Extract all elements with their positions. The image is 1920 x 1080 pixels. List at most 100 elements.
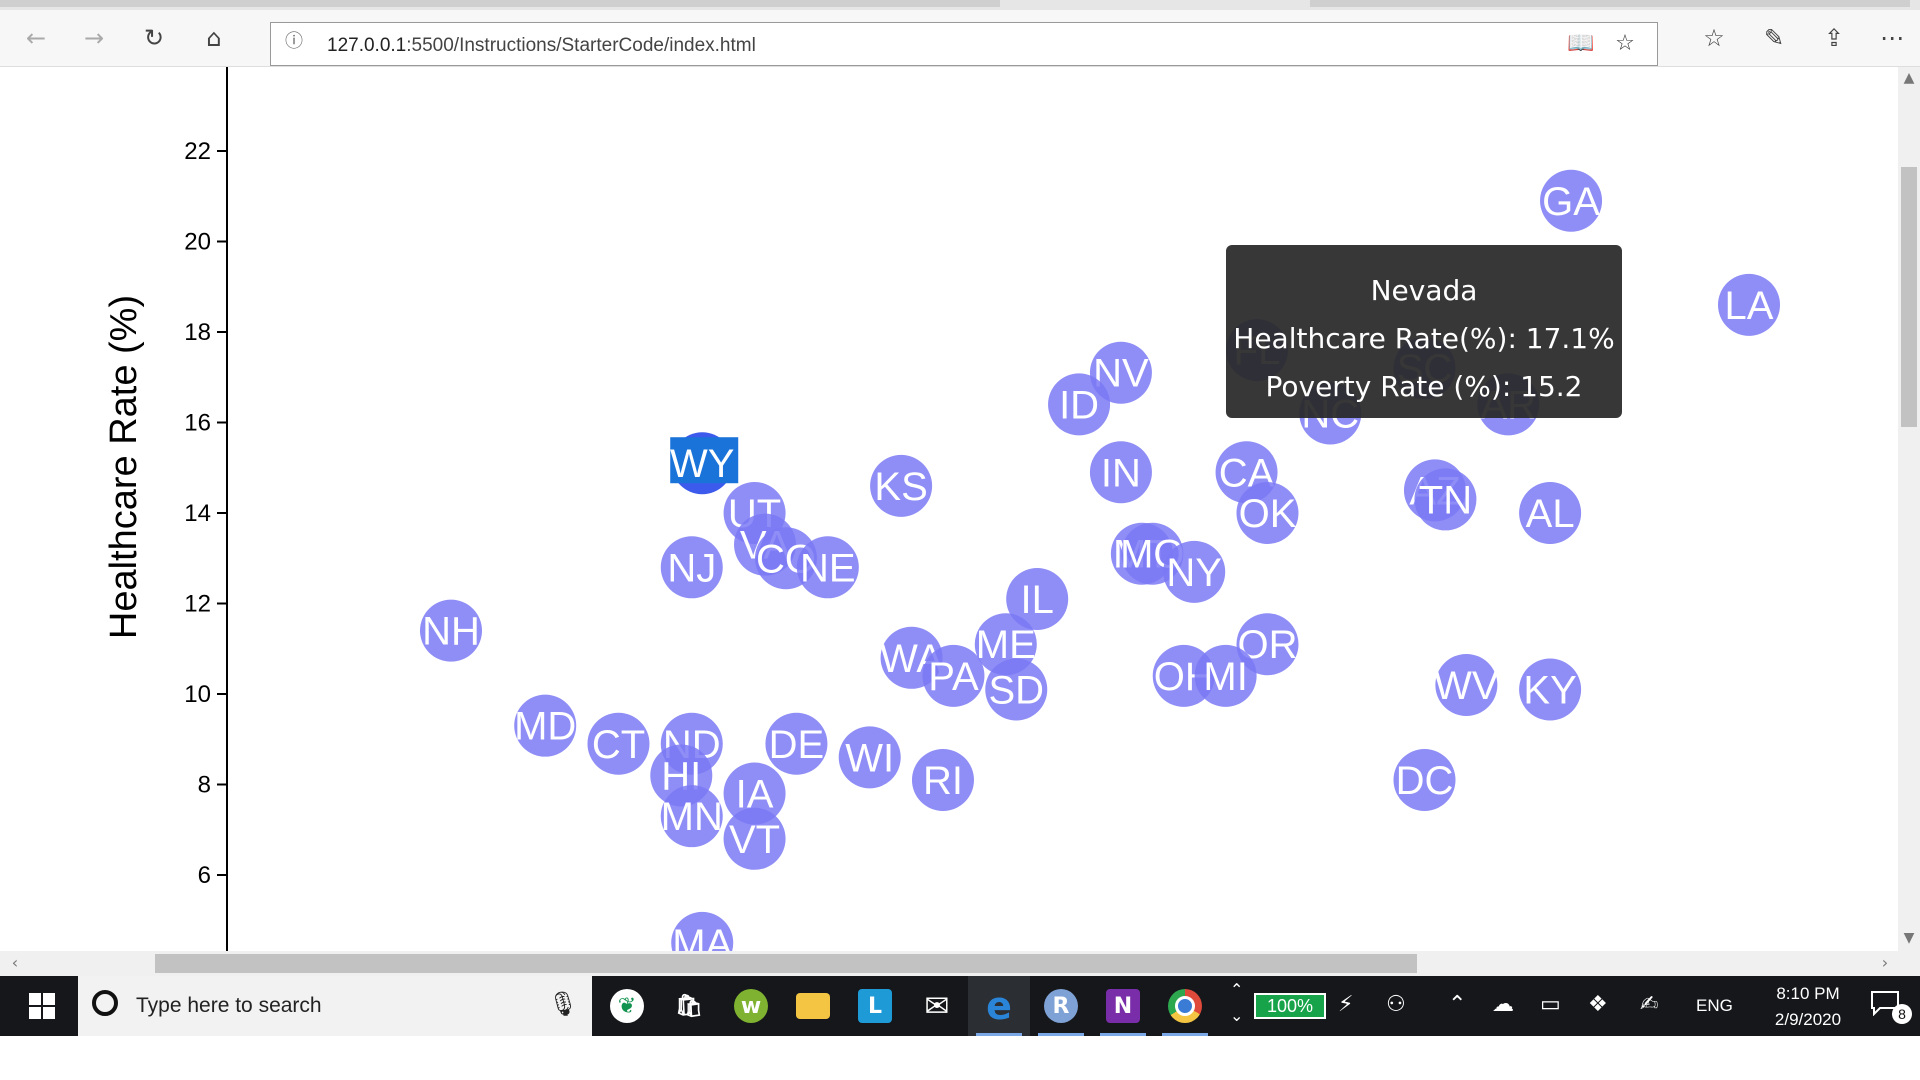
state-circle[interactable]	[1048, 373, 1111, 436]
state-circle[interactable]	[660, 536, 723, 599]
state-point-nj[interactable]: NJ	[660, 536, 723, 599]
tab[interactable]	[1310, 0, 1910, 7]
state-circle[interactable]	[1236, 482, 1299, 544]
state-point-vt[interactable]: VT	[723, 807, 786, 870]
state-circle[interactable]	[723, 762, 786, 825]
state-point-md[interactable]: MD	[514, 694, 577, 757]
state-point-mi[interactable]: MI	[1194, 644, 1257, 707]
state-point-ks[interactable]: KS	[870, 454, 933, 517]
state-point-ga[interactable]: GA	[1540, 169, 1603, 232]
state-point-ny[interactable]: NY	[1163, 540, 1226, 603]
state-circle[interactable]	[587, 712, 650, 775]
back-icon[interactable]: ←	[25, 24, 47, 52]
battery-indicator[interactable]: 100%	[1254, 993, 1326, 1019]
state-point-pa[interactable]: PA	[922, 644, 985, 707]
taskbar-app[interactable]: R	[1030, 976, 1092, 1036]
show-hidden-icon[interactable]: ⌃	[1448, 992, 1467, 1017]
forward-icon[interactable]: →	[83, 24, 105, 52]
refresh-icon[interactable]: ↻	[143, 24, 165, 52]
state-point-ri[interactable]: RI	[911, 748, 974, 811]
state-point-wv[interactable]: WV	[1434, 653, 1499, 716]
scroll-up-icon[interactable]: ▲	[1903, 70, 1915, 86]
state-point-in[interactable]: IN	[1089, 441, 1152, 504]
state-circle[interactable]	[723, 807, 786, 870]
star-icon[interactable]: ☆	[1615, 31, 1635, 56]
state-point-ok[interactable]: OK	[1236, 482, 1299, 544]
scroll-right-icon[interactable]: ›	[1881, 953, 1889, 972]
state-circle[interactable]	[1089, 441, 1152, 504]
state-point-dc[interactable]: DC	[1393, 748, 1456, 811]
taskbar-app[interactable]	[1154, 976, 1216, 1036]
horizontal-scroll-thumb[interactable]	[155, 954, 1417, 973]
onedrive-icon[interactable]: ☁	[1492, 992, 1514, 1017]
chevron-down-icon[interactable]: ⌄	[1230, 1006, 1244, 1025]
taskbar-app[interactable]: N	[1092, 976, 1154, 1036]
state-circle[interactable]	[1519, 658, 1582, 721]
pen-workspace-icon[interactable]: ✍	[1640, 992, 1659, 1017]
taskbar-app[interactable]	[782, 976, 844, 1036]
action-center-button[interactable]: 8	[1870, 990, 1912, 1024]
battery-tray-icon[interactable]: ▭	[1540, 992, 1561, 1017]
more-icon[interactable]: ⋯	[1880, 24, 1904, 52]
state-point-wi[interactable]: WI	[838, 726, 901, 789]
state-circle[interactable]	[1519, 482, 1582, 544]
state-point-de[interactable]: DE	[765, 712, 828, 775]
power-plug-icon[interactable]: ⚡	[1338, 992, 1354, 1017]
state-point-wy[interactable]: WY	[670, 432, 739, 495]
state-point-tn[interactable]: TN	[1414, 468, 1477, 531]
state-point-al[interactable]: AL	[1519, 482, 1582, 544]
state-point-id[interactable]: ID	[1048, 373, 1111, 436]
vertical-scrollbar[interactable]: ▲ ▼	[1898, 67, 1920, 951]
state-point-mn[interactable]: MN	[660, 785, 723, 848]
state-circle[interactable]	[671, 911, 734, 951]
url-text[interactable]: 127.0.0.1:5500/Instructions/StarterCode/…	[327, 35, 756, 57]
vertical-scroll-thumb[interactable]	[1901, 167, 1917, 427]
state-point-ia[interactable]: IA	[723, 762, 786, 825]
taskbar-app[interactable]: e	[968, 976, 1030, 1036]
state-point-ma[interactable]: MA	[671, 911, 734, 951]
reading-view-icon[interactable]: 📖	[1567, 31, 1595, 56]
home-icon[interactable]: ⌂	[206, 24, 222, 52]
microphone-icon[interactable]: 🎙	[548, 990, 579, 1018]
state-circle[interactable]	[911, 748, 974, 811]
taskbar-app[interactable]: ✉	[906, 976, 968, 1036]
pen-icon[interactable]: ✎	[1763, 24, 1785, 52]
state-circle[interactable]	[1540, 169, 1603, 232]
chevron-up-icon[interactable]: ⌃	[1230, 980, 1244, 999]
clock-date[interactable]: 2/9/2020	[1774, 1010, 1842, 1029]
state-circle[interactable]	[420, 599, 482, 662]
state-circle[interactable]	[514, 694, 577, 757]
state-point-nh[interactable]: NH	[420, 599, 482, 662]
state-point-ky[interactable]: KY	[1519, 658, 1582, 721]
taskbar-app[interactable]: 🛍	[658, 976, 720, 1036]
state-circle[interactable]	[1006, 567, 1069, 630]
tab[interactable]	[0, 0, 1000, 7]
taskbar-app[interactable]: w	[720, 976, 782, 1036]
taskbar-search[interactable]: Type here to search 🎙	[78, 976, 592, 1036]
state-circle[interactable]	[1414, 468, 1477, 531]
share-icon[interactable]: ⇪	[1823, 24, 1845, 52]
state-circle[interactable]	[1435, 653, 1498, 716]
state-circle[interactable]	[765, 712, 828, 775]
scroll-left-icon[interactable]: ‹	[11, 953, 19, 972]
state-circle[interactable]	[922, 644, 985, 707]
taskbar-app[interactable]: ❦	[596, 976, 658, 1036]
state-point-ct[interactable]: CT	[587, 712, 650, 775]
dropbox-icon[interactable]: ❖	[1588, 992, 1608, 1017]
people-icon[interactable]: ⚇	[1386, 992, 1406, 1017]
state-point-il[interactable]: IL	[1006, 567, 1069, 630]
state-circle[interactable]	[870, 454, 933, 517]
state-circle[interactable]	[985, 658, 1048, 721]
horizontal-scrollbar[interactable]: ‹ ›	[0, 951, 1898, 976]
state-circle[interactable]	[838, 726, 901, 789]
state-circle[interactable]	[1718, 273, 1780, 336]
state-circle[interactable]	[796, 536, 859, 599]
state-circle[interactable]	[660, 785, 723, 848]
state-circle[interactable]	[1194, 644, 1257, 707]
scroll-down-icon[interactable]: ▼	[1903, 930, 1915, 946]
state-circle[interactable]	[1163, 540, 1226, 603]
state-point-ne[interactable]: NE	[796, 536, 859, 599]
language-indicator[interactable]: ENG	[1696, 996, 1733, 1015]
state-point-sd[interactable]: SD	[985, 658, 1048, 721]
info-icon[interactable]: ⓘ	[285, 31, 303, 52]
